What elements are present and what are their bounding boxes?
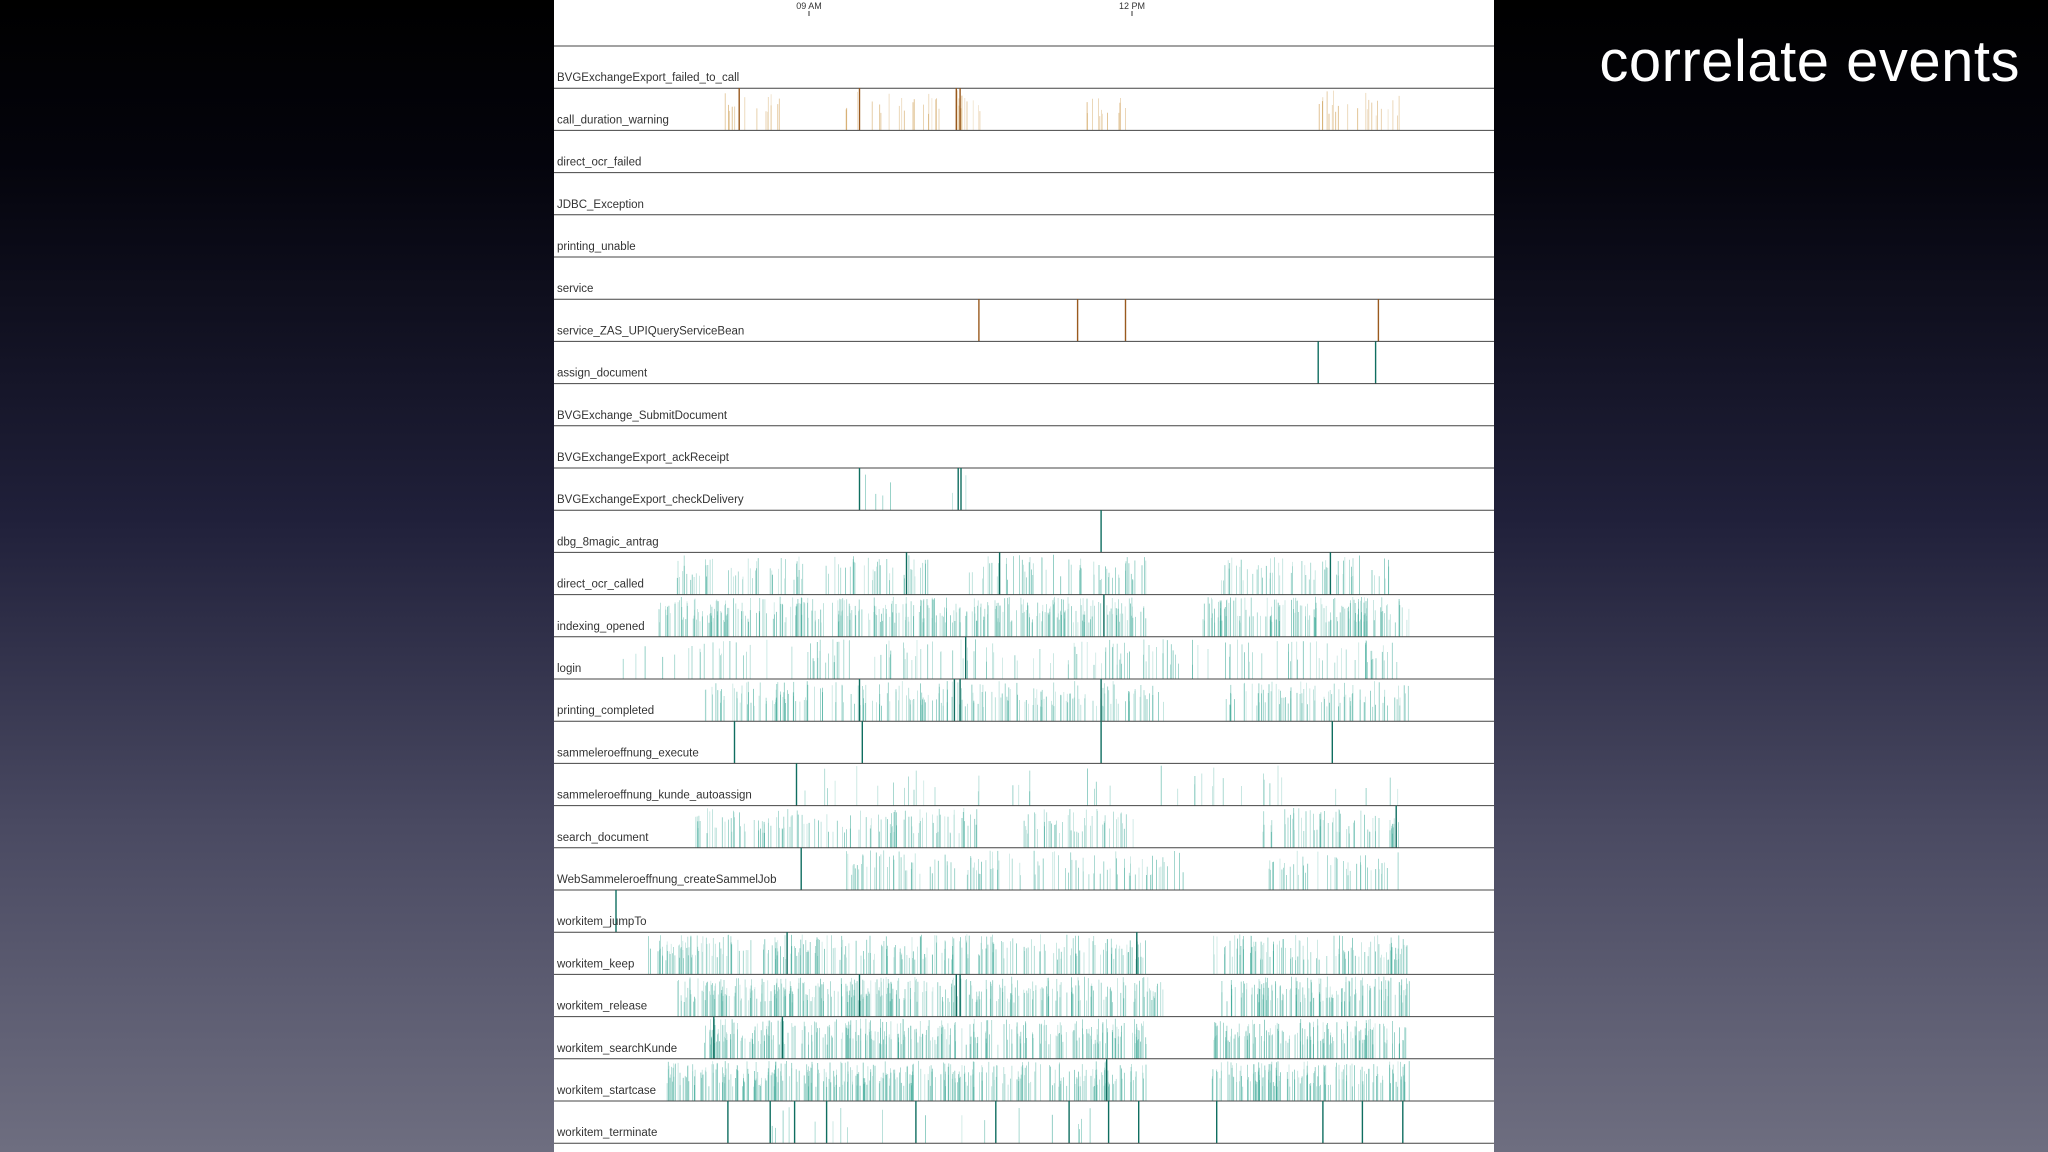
- row-label: workitem_keep: [556, 958, 634, 970]
- row-label: WebSammeleroeffnung_createSammelJob: [557, 874, 776, 886]
- row-label: workitem_jumpTo: [556, 916, 646, 928]
- event-row: BVGExchangeExport_ackReceipt: [554, 452, 1494, 469]
- event-row: indexing_opened: [554, 594, 1494, 638]
- row-label: assign_document: [557, 368, 648, 380]
- x-tick-label: 09 AM: [796, 1, 822, 11]
- event-row: workitem_jumpTo: [554, 890, 1494, 933]
- row-label: workitem_terminate: [556, 1127, 657, 1139]
- event-row: workitem_searchKunde: [554, 1016, 1494, 1060]
- event-row: direct_ocr_called: [554, 552, 1494, 596]
- row-label: sammeleroeffnung_execute: [557, 747, 699, 759]
- event-row: sammeleroeffnung_kunde_autoassign: [554, 763, 1494, 807]
- event-row: BVGExchange_SubmitDocument: [554, 410, 1494, 427]
- row-label: BVGExchange_SubmitDocument: [557, 410, 728, 422]
- row-label: search_document: [557, 832, 649, 844]
- row-label: indexing_opened: [557, 621, 645, 633]
- event-row: service: [554, 283, 1494, 300]
- row-label: BVGExchangeExport_checkDelivery: [557, 494, 744, 506]
- event-row: workitem_startcase: [554, 1058, 1494, 1102]
- event-row: assign_document: [554, 341, 1494, 385]
- event-rows: BVGExchangeExport_failed_to_call call_dur…: [554, 45, 1494, 1144]
- event-row: call_duration_warning: [554, 88, 1494, 131]
- row-label: workitem_startcase: [556, 1085, 656, 1097]
- row-label: service_ZAS_UPIQueryServiceBean: [557, 325, 744, 337]
- row-label: printing_completed: [557, 705, 654, 717]
- event-row: workitem_keep: [554, 932, 1494, 975]
- time-axis: 09 AM 12 PM: [796, 1, 1145, 16]
- event-row: search_document: [554, 805, 1494, 849]
- event-row: dbg_8magic_antrag: [554, 510, 1494, 553]
- event-row: BVGExchangeExport_checkDelivery: [554, 468, 1494, 511]
- row-label: call_duration_warning: [557, 114, 669, 126]
- event-row: printing_completed: [554, 679, 1494, 722]
- event-timeline-chart: 09 AM 12 PM BVGExchangeExport_failed_to_c…: [554, 1, 1494, 1144]
- event-row: direct_ocr_failed: [554, 157, 1494, 174]
- row-label: printing_unable: [557, 241, 636, 253]
- row-label: JDBC_Exception: [557, 199, 644, 211]
- event-row: WebSammeleroeffnung_createSammelJob: [554, 847, 1494, 891]
- row-label: workitem_searchKunde: [556, 1043, 677, 1055]
- event-row: sammeleroeffnung_execute: [554, 721, 1494, 764]
- event-row: JDBC_Exception: [554, 199, 1494, 216]
- row-label: dbg_8magic_antrag: [557, 536, 659, 548]
- event-row: printing_unable: [554, 241, 1494, 258]
- row-label: BVGExchangeExport_ackReceipt: [557, 452, 730, 464]
- x-tick-label: 12 PM: [1119, 1, 1145, 11]
- slide-title: correlate events: [1599, 29, 2020, 94]
- row-label: login: [557, 663, 581, 675]
- row-label: BVGExchangeExport_failed_to_call: [557, 72, 739, 84]
- row-label: direct_ocr_called: [557, 579, 644, 591]
- timeline-chart-panel: 09 AM 12 PM BVGExchangeExport_failed_to_c…: [554, 0, 1494, 1152]
- row-label: workitem_release: [556, 1001, 647, 1013]
- row-label: sammeleroeffnung_kunde_autoassign: [557, 790, 752, 802]
- event-row: service_ZAS_UPIQueryServiceBean: [554, 299, 1494, 342]
- row-label: service: [557, 283, 593, 295]
- event-row: workitem_release: [554, 974, 1494, 1018]
- event-row: BVGExchangeExport_failed_to_call: [554, 72, 1494, 89]
- event-row: workitem_terminate: [554, 1101, 1494, 1144]
- row-label: direct_ocr_failed: [557, 157, 641, 169]
- event-row: login: [554, 636, 1494, 680]
